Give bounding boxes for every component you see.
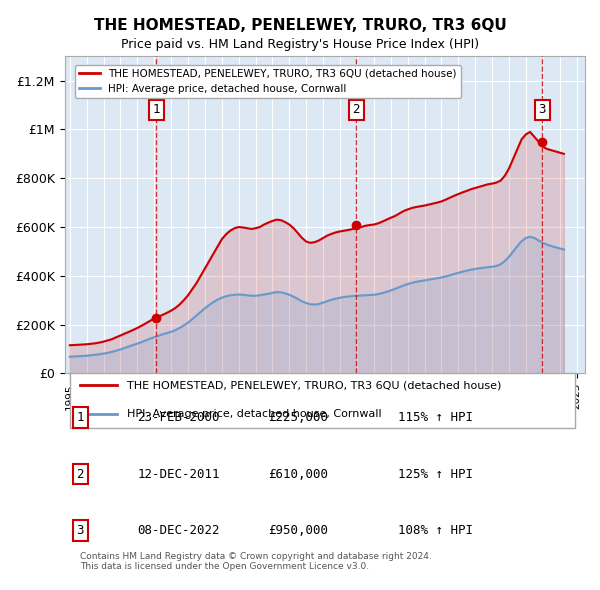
Text: £225,000: £225,000 [268, 411, 328, 424]
Text: 23-FEB-2000: 23-FEB-2000 [137, 411, 220, 424]
Text: 12-DEC-2011: 12-DEC-2011 [137, 468, 220, 481]
Text: THE HOMESTEAD, PENELEWEY, TRURO, TR3 6QU (detached house): THE HOMESTEAD, PENELEWEY, TRURO, TR3 6QU… [127, 381, 502, 391]
FancyBboxPatch shape [70, 373, 575, 428]
Text: 3: 3 [538, 103, 546, 116]
Text: THE HOMESTEAD, PENELEWEY, TRURO, TR3 6QU: THE HOMESTEAD, PENELEWEY, TRURO, TR3 6QU [94, 18, 506, 32]
Text: 1: 1 [77, 411, 84, 424]
Legend: THE HOMESTEAD, PENELEWEY, TRURO, TR3 6QU (detached house), HPI: Average price, d: THE HOMESTEAD, PENELEWEY, TRURO, TR3 6QU… [75, 65, 461, 98]
Text: 3: 3 [77, 524, 84, 537]
Text: HPI: Average price, detached house, Cornwall: HPI: Average price, detached house, Corn… [127, 409, 382, 419]
Text: £610,000: £610,000 [268, 468, 328, 481]
Text: 108% ↑ HPI: 108% ↑ HPI [398, 524, 473, 537]
Text: 2: 2 [77, 468, 84, 481]
Text: 08-DEC-2022: 08-DEC-2022 [137, 524, 220, 537]
Text: Price paid vs. HM Land Registry's House Price Index (HPI): Price paid vs. HM Land Registry's House … [121, 38, 479, 51]
Text: 115% ↑ HPI: 115% ↑ HPI [398, 411, 473, 424]
Text: 2: 2 [353, 103, 360, 116]
Text: £950,000: £950,000 [268, 524, 328, 537]
Text: Contains HM Land Registry data © Crown copyright and database right 2024.
This d: Contains HM Land Registry data © Crown c… [80, 552, 432, 571]
Text: 1: 1 [152, 103, 160, 116]
Text: 125% ↑ HPI: 125% ↑ HPI [398, 468, 473, 481]
